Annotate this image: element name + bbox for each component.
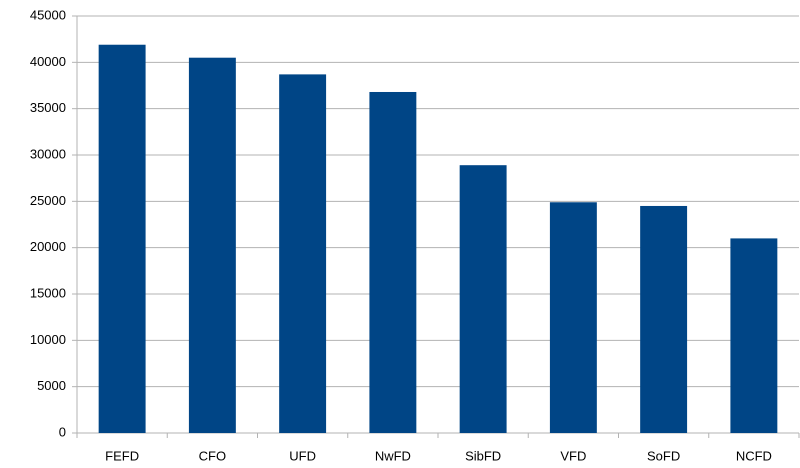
x-tick-label: VFD — [560, 448, 586, 463]
y-tick-label: 10000 — [30, 332, 66, 347]
x-tick-label: NwFD — [375, 448, 411, 463]
y-tick-label: 40000 — [30, 54, 66, 69]
y-tick-label: 25000 — [30, 193, 66, 208]
y-tick-label: 35000 — [30, 100, 66, 115]
bar — [98, 44, 146, 434]
bar — [188, 57, 236, 433]
y-tick-label: 30000 — [30, 146, 66, 161]
bar — [369, 91, 417, 433]
y-tick-label: 0 — [59, 424, 66, 439]
x-tick-label: UFD — [289, 448, 316, 463]
x-tick-label: SoFD — [647, 448, 680, 463]
x-tick-label: CFO — [199, 448, 226, 463]
bar — [279, 74, 327, 433]
x-tick-label: SibFD — [465, 448, 501, 463]
y-tick-label: 45000 — [30, 7, 66, 22]
bar — [459, 165, 507, 433]
bar — [730, 238, 778, 433]
y-tick-label: 5000 — [37, 378, 66, 393]
bar — [549, 202, 597, 433]
x-tick-label: FEFD — [105, 448, 139, 463]
x-tick-label: NCFD — [736, 448, 772, 463]
y-tick-label: 20000 — [30, 239, 66, 254]
y-tick-label: 15000 — [30, 285, 66, 300]
bar — [640, 205, 688, 433]
